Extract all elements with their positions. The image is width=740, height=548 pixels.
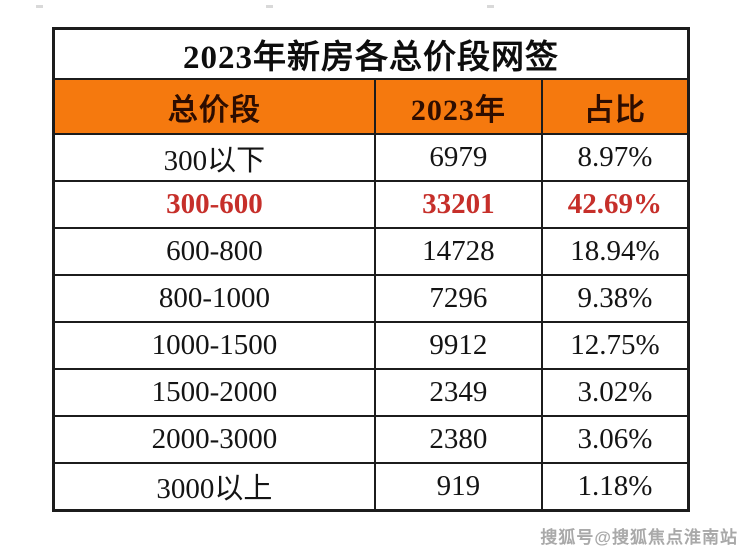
column-header-year-2023: 2023年: [373, 78, 543, 135]
cell-share: 3.06%: [540, 415, 690, 464]
cell-count: 7296: [373, 274, 543, 323]
cell-share: 1.18%: [540, 462, 690, 511]
cell-price-range: 600-800: [52, 227, 376, 276]
table-row: 1500-2000 2349 3.02%: [52, 368, 690, 417]
cell-share: 42.69%: [540, 180, 690, 229]
cell-price-range: 300以下: [52, 133, 376, 182]
cell-count: 9912: [373, 321, 543, 370]
cell-count: 919: [373, 462, 543, 511]
cell-count: 6979: [373, 133, 543, 182]
price-segment-table: 2023年新房各总价段网签 总价段 2023年 占比 300以下 6979 8.…: [52, 27, 690, 512]
cell-count: 33201: [373, 180, 543, 229]
cell-share: 12.75%: [540, 321, 690, 370]
cell-count: 2349: [373, 368, 543, 417]
table-row: 1000-1500 9912 12.75%: [52, 321, 690, 370]
cell-price-range: 1500-2000: [52, 368, 376, 417]
cell-count: 2380: [373, 415, 543, 464]
cell-share: 3.02%: [540, 368, 690, 417]
sohu-watermark: 搜狐号@搜狐焦点淮南站: [540, 528, 738, 547]
cell-price-range: 800-1000: [52, 274, 376, 323]
crop-artifact-tick: [266, 5, 273, 8]
column-header-price-range: 总价段: [52, 78, 376, 135]
table-row: 600-800 14728 18.94%: [52, 227, 690, 276]
cell-price-range: 3000以上: [52, 462, 376, 511]
table-row-highlighted: 300-600 33201 42.69%: [52, 180, 690, 229]
crop-artifact-tick: [36, 5, 43, 8]
cell-share: 18.94%: [540, 227, 690, 276]
cell-price-range: 1000-1500: [52, 321, 376, 370]
crop-artifact-tick: [487, 5, 494, 8]
table-row: 800-1000 7296 9.38%: [52, 274, 690, 323]
table-title: 2023年新房各总价段网签: [52, 27, 690, 80]
cell-price-range: 300-600: [52, 180, 376, 229]
cell-price-range: 2000-3000: [52, 415, 376, 464]
column-header-share: 占比: [540, 78, 690, 135]
cell-share: 8.97%: [540, 133, 690, 182]
table-row: 2000-3000 2380 3.06%: [52, 415, 690, 464]
table-header-row: 总价段 2023年 占比: [52, 78, 690, 135]
table-title-row: 2023年新房各总价段网签: [52, 27, 690, 80]
table-row: 3000以上 919 1.18%: [52, 462, 690, 511]
cell-count: 14728: [373, 227, 543, 276]
table-row: 300以下 6979 8.97%: [52, 133, 690, 182]
cell-share: 9.38%: [540, 274, 690, 323]
